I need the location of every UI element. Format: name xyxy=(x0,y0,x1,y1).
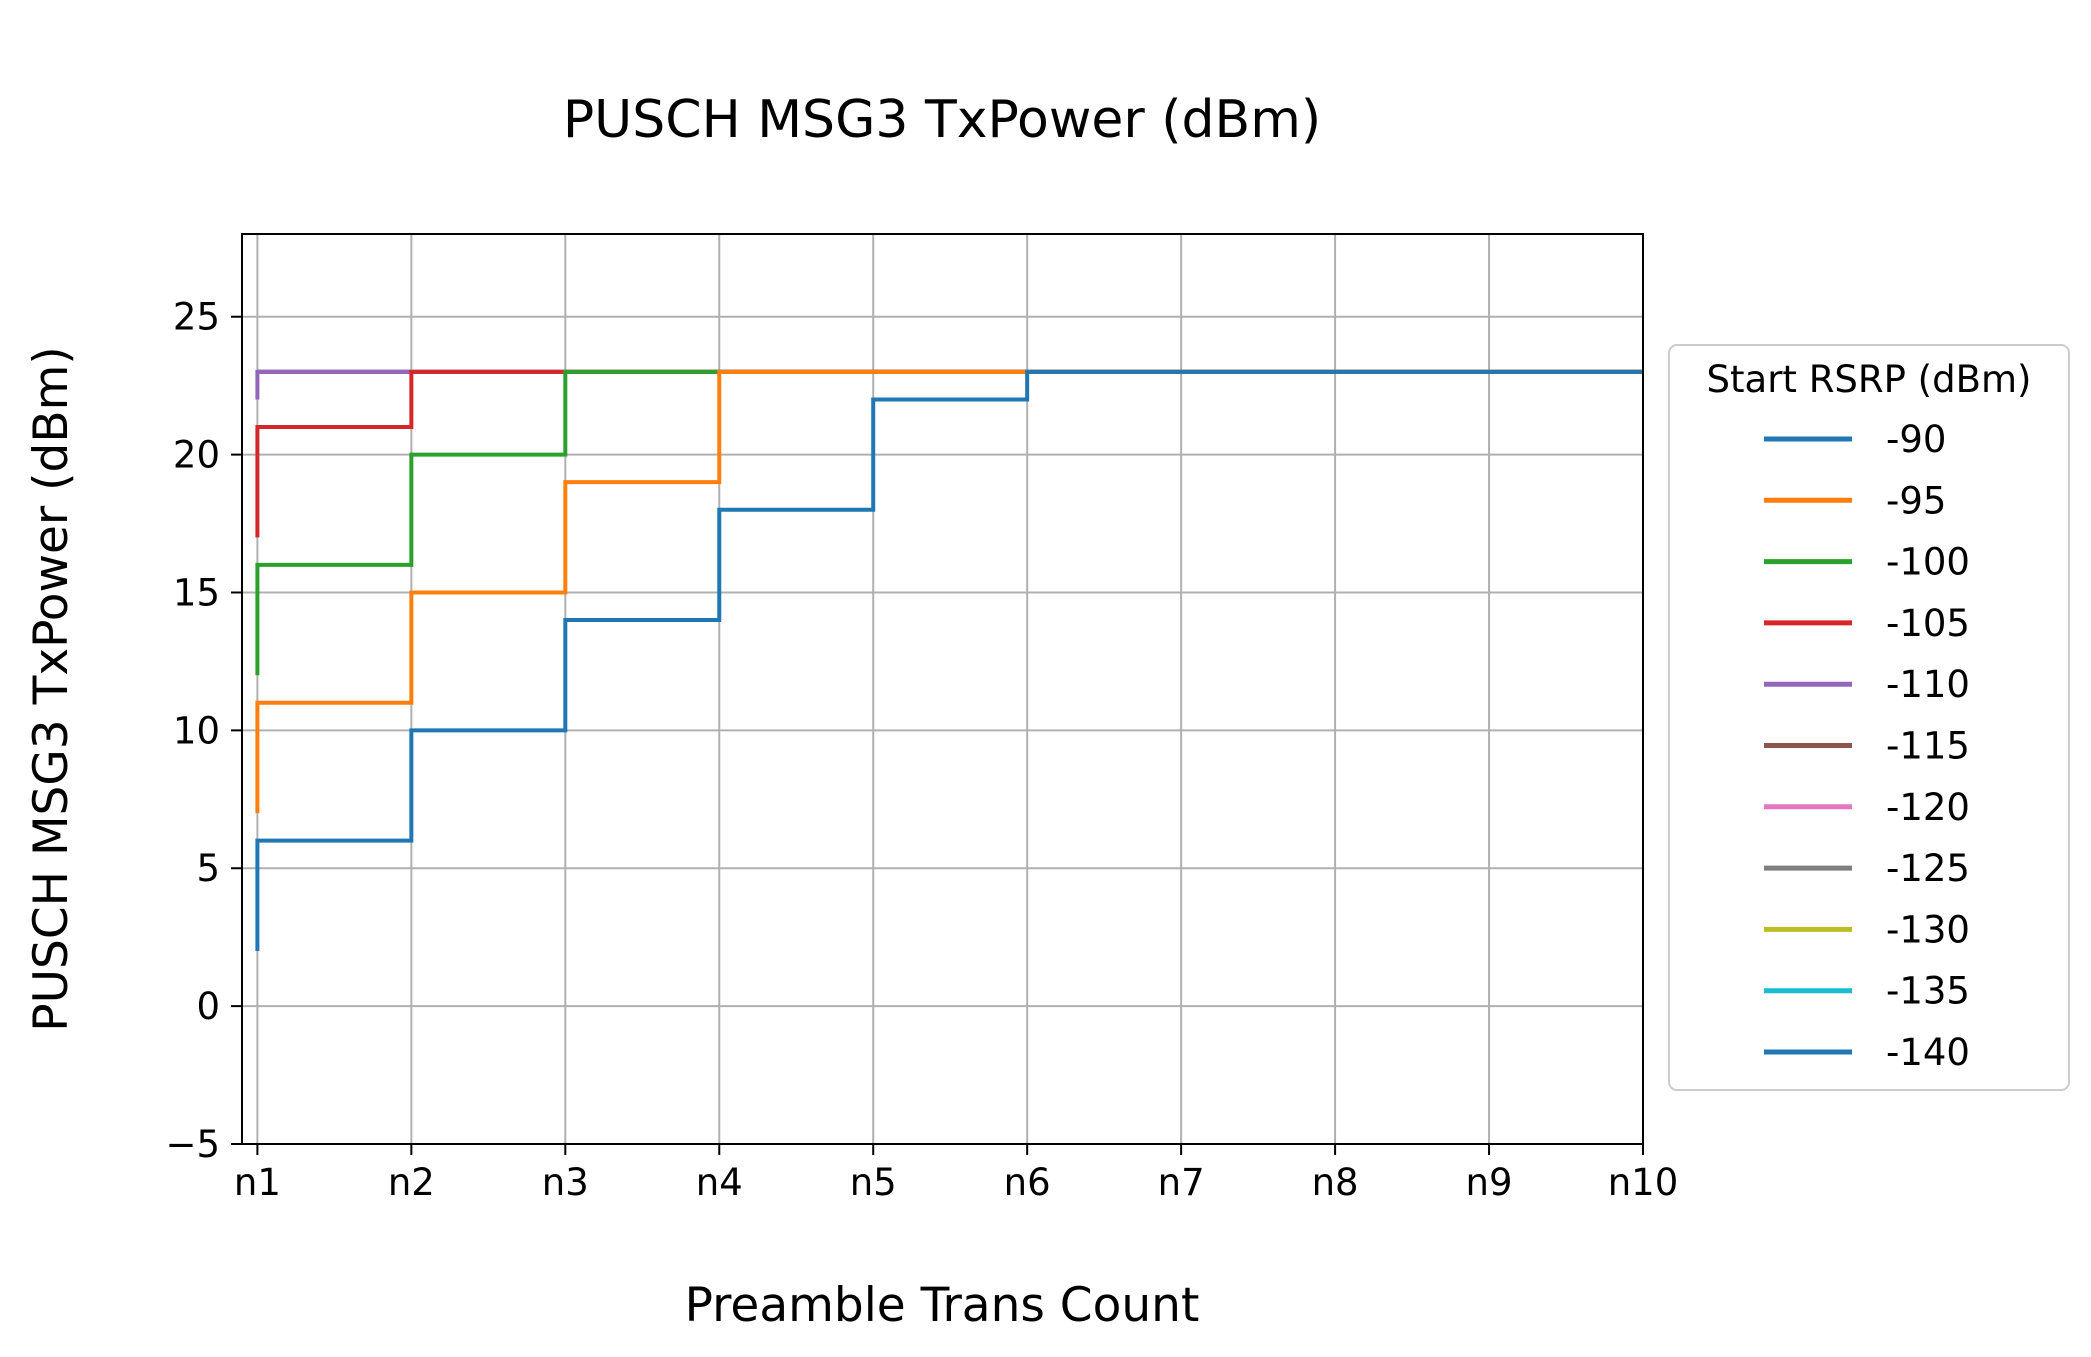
y-tick-label: 20 xyxy=(173,434,220,477)
x-tick-label: n5 xyxy=(850,1161,897,1204)
x-tick-label: n8 xyxy=(1312,1161,1359,1204)
legend-label: -130 xyxy=(1886,908,1970,951)
legend-label: -100 xyxy=(1886,541,1970,584)
y-axis-label: PUSCH MSG3 TxPower (dBm) xyxy=(24,346,79,1031)
x-tick-label: n9 xyxy=(1466,1161,1513,1204)
legend-label: -120 xyxy=(1886,786,1970,829)
legend-label: -90 xyxy=(1886,418,1946,461)
x-axis-label: Preamble Trans Count xyxy=(685,1278,1200,1333)
plot-frame xyxy=(241,233,1644,1145)
y-tick-label: 15 xyxy=(173,571,220,614)
x-tick-label: n1 xyxy=(234,1161,281,1204)
y-tick-label: −5 xyxy=(165,1123,220,1166)
ticks: n1 n2 n3 n4 n5 n6 n7 n8 n9 n10 −5 0 5 10 15 20 25 xyxy=(165,296,1678,1204)
y-tick-label: 5 xyxy=(196,847,220,890)
legend-label: -105 xyxy=(1886,602,1970,645)
legend-label: -115 xyxy=(1886,725,1970,768)
legend-items: -90 -95 -100 -105 -110 -115 -120 -125 -130 -135 -1… xyxy=(1764,418,1970,1074)
x-tick-label: n7 xyxy=(1158,1161,1205,1204)
legend-frame xyxy=(1668,344,2070,1091)
legend-label: -95 xyxy=(1886,479,1946,522)
x-tick-label: n6 xyxy=(1004,1161,1051,1204)
x-tick-label: n2 xyxy=(388,1161,435,1204)
y-tick-label: 10 xyxy=(173,709,220,752)
y-tick-label: 0 xyxy=(196,985,220,1028)
legend: Start RSRP (dBm) -90-95-100-105-110-115-… xyxy=(1668,344,2070,1091)
legend-label: -135 xyxy=(1886,970,1970,1013)
x-tick-label: n10 xyxy=(1608,1161,1679,1204)
x-tick-label: n4 xyxy=(696,1161,743,1204)
chart-title: PUSCH MSG3 TxPower (dBm) xyxy=(563,90,1321,150)
plot-area xyxy=(242,234,1643,1144)
x-tick-label: n3 xyxy=(542,1161,589,1204)
legend-title: Start RSRP (dBm) xyxy=(1707,358,2032,401)
series-line xyxy=(255,369,1643,951)
series-group xyxy=(255,369,1643,951)
legend-label: -140 xyxy=(1886,1031,1970,1074)
y-tick-label: 25 xyxy=(173,296,220,339)
legend-label: -110 xyxy=(1886,663,1970,706)
legend-label: -125 xyxy=(1886,847,1970,890)
